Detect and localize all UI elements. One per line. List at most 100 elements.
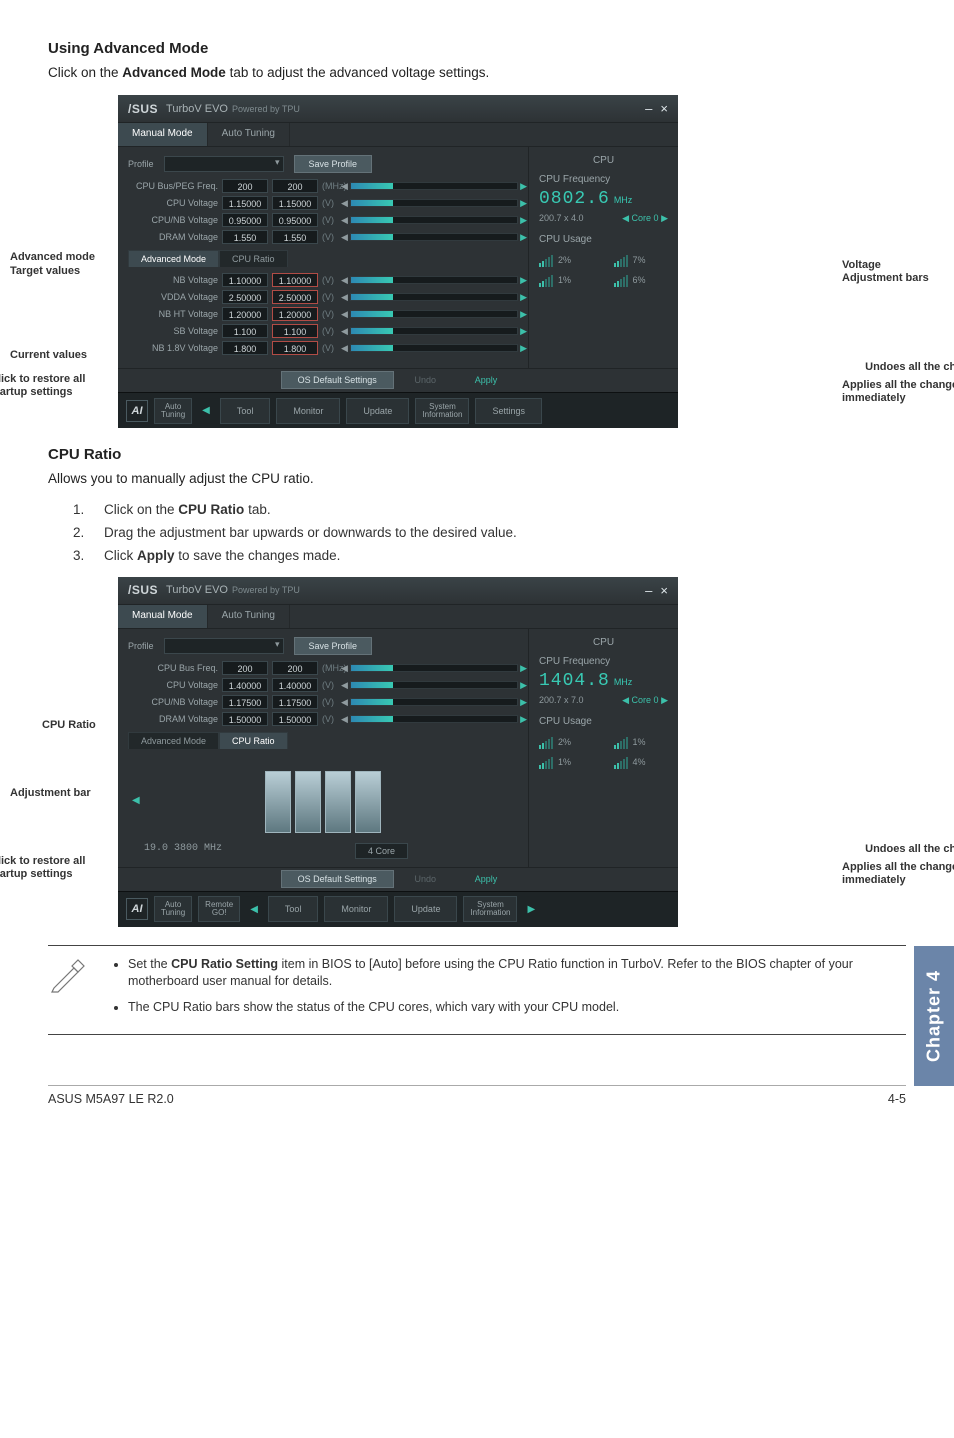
- param-target[interactable]: 1.20000: [272, 307, 318, 321]
- minimize-button[interactable]: –: [645, 101, 652, 116]
- param-target[interactable]: 1.550: [272, 230, 318, 244]
- param-target[interactable]: 200: [272, 179, 318, 193]
- intro-advanced: Click on the Advanced Mode tab to adjust…: [48, 63, 906, 83]
- param-target[interactable]: 1.10000: [272, 273, 318, 287]
- nav-remote-go[interactable]: Remote GO!: [198, 896, 240, 922]
- usage-cell: 1%: [539, 755, 594, 769]
- usage-cell: 4%: [614, 755, 669, 769]
- heading-cpu-ratio: CPU Ratio: [48, 446, 906, 463]
- param-name: NB Voltage: [128, 275, 218, 285]
- nav-settings[interactable]: Settings: [475, 398, 542, 424]
- apply-button[interactable]: Apply: [457, 871, 516, 887]
- nav-auto-tuning[interactable]: Auto Tuning: [154, 896, 192, 922]
- close-button[interactable]: ×: [660, 583, 668, 598]
- tab-manual-mode[interactable]: Manual Mode: [118, 123, 208, 146]
- nav-tool[interactable]: Tool: [268, 896, 319, 922]
- os-default-button[interactable]: OS Default Settings: [281, 870, 394, 888]
- param-current: 1.800: [222, 341, 268, 355]
- tab-manual-mode[interactable]: Manual Mode: [118, 605, 208, 628]
- nav-auto-tuning[interactable]: Auto Tuning: [154, 398, 192, 424]
- param-slider[interactable]: ◀▶: [350, 233, 518, 241]
- cpu-freq-unit: MHz: [614, 677, 633, 687]
- param-target[interactable]: 2.50000: [272, 290, 318, 304]
- subtab-advanced-mode[interactable]: Advanced Mode: [128, 250, 219, 267]
- nav-prev-icon[interactable]: ◀: [198, 405, 214, 416]
- param-current: 1.17500: [222, 695, 268, 709]
- cpu-usage-label: CPU Usage: [539, 234, 668, 245]
- step-2: Drag the adjustment bar upwards or downw…: [88, 525, 906, 540]
- tab-auto-tuning[interactable]: Auto Tuning: [208, 605, 290, 628]
- nav-update[interactable]: Update: [394, 896, 457, 922]
- text-bold: CPU Ratio: [178, 502, 244, 517]
- usage-cell: 1%: [614, 735, 669, 749]
- minimize-button[interactable]: –: [645, 583, 652, 598]
- subtab-advanced-mode[interactable]: Advanced Mode: [128, 732, 219, 749]
- param-row: NB HT Voltage1.200001.20000(V)◀▶: [128, 307, 518, 321]
- label-applies-2: Applies all the changes immediately: [842, 861, 954, 887]
- tab-auto-tuning[interactable]: Auto Tuning: [208, 123, 290, 146]
- param-name: CPU Bus Freq.: [128, 663, 218, 673]
- text: to save the changes made.: [175, 548, 341, 563]
- param-slider[interactable]: ◀▶: [350, 310, 518, 318]
- param-slider[interactable]: ◀▶: [350, 199, 518, 207]
- nav-system-information[interactable]: System Information: [463, 896, 517, 922]
- subtab-cpu-ratio[interactable]: CPU Ratio: [219, 732, 288, 749]
- param-slider[interactable]: ◀▶: [350, 681, 518, 689]
- undo-button[interactable]: Undo: [397, 871, 455, 887]
- param-row: CPU Bus/PEG Freq.200200(MHz)◀▶: [128, 179, 518, 193]
- app-title: TurboV EVO: [166, 584, 228, 596]
- ratio-value: 19.0: [144, 843, 168, 854]
- param-current: 0.95000: [222, 213, 268, 227]
- os-default-button[interactable]: OS Default Settings: [281, 371, 394, 389]
- param-target[interactable]: 1.100: [272, 324, 318, 338]
- param-slider[interactable]: ◀▶: [350, 344, 518, 352]
- save-profile-button[interactable]: Save Profile: [294, 155, 373, 173]
- heading-advanced: Using Advanced Mode: [48, 40, 906, 57]
- param-slider[interactable]: ◀▶: [350, 327, 518, 335]
- param-slider[interactable]: ◀▶: [350, 293, 518, 301]
- ratio-core-label: 4 Core: [355, 843, 408, 859]
- label-adjustment-bar: Adjustment bar: [10, 787, 91, 800]
- nav-system-information[interactable]: System Information: [415, 398, 469, 424]
- nav-tool[interactable]: Tool: [220, 398, 271, 424]
- param-slider[interactable]: ◀▶: [350, 182, 518, 190]
- undo-button[interactable]: Undo: [397, 372, 455, 388]
- app-title: TurboV EVO: [166, 103, 228, 115]
- param-slider[interactable]: ◀▶: [350, 216, 518, 224]
- param-target[interactable]: 1.40000: [272, 678, 318, 692]
- profile-dropdown[interactable]: [164, 638, 284, 654]
- ratio-prev-icon[interactable]: ◀: [132, 795, 140, 806]
- param-slider[interactable]: ◀▶: [350, 664, 518, 672]
- param-target[interactable]: 1.17500: [272, 695, 318, 709]
- param-target[interactable]: 1.15000: [272, 196, 318, 210]
- profile-dropdown[interactable]: [164, 156, 284, 172]
- param-target[interactable]: 200: [272, 661, 318, 675]
- cpu-core-indicator[interactable]: Core 0: [632, 695, 659, 705]
- param-slider[interactable]: ◀▶: [350, 698, 518, 706]
- ratio-bars[interactable]: [138, 763, 508, 833]
- label-click-restore: Click to restore all startup settings: [0, 373, 110, 399]
- app-subtitle: Powered by TPU: [232, 585, 300, 595]
- save-profile-button[interactable]: Save Profile: [294, 637, 373, 655]
- param-row: CPU Voltage1.400001.40000(V)◀▶: [128, 678, 518, 692]
- param-target[interactable]: 1.50000: [272, 712, 318, 726]
- param-slider[interactable]: ◀▶: [350, 715, 518, 723]
- param-target[interactable]: 1.800: [272, 341, 318, 355]
- param-current: 200: [222, 179, 268, 193]
- param-current: 1.50000: [222, 712, 268, 726]
- param-slider[interactable]: ◀▶: [350, 276, 518, 284]
- cpu-core-indicator[interactable]: Core 0: [632, 213, 659, 223]
- close-button[interactable]: ×: [660, 101, 668, 116]
- nav-update[interactable]: Update: [346, 398, 409, 424]
- apply-button[interactable]: Apply: [457, 372, 516, 388]
- nav-monitor[interactable]: Monitor: [276, 398, 340, 424]
- subtab-cpu-ratio[interactable]: CPU Ratio: [219, 250, 288, 267]
- nav-monitor[interactable]: Monitor: [324, 896, 388, 922]
- label-target-values: Target values: [10, 265, 80, 278]
- nav-prev-icon[interactable]: ◀: [246, 904, 262, 915]
- param-target[interactable]: 0.95000: [272, 213, 318, 227]
- nav-next-icon[interactable]: ▶: [523, 904, 539, 915]
- cpu-freq-mult: 200.7 x 7.0: [539, 695, 584, 706]
- param-current: 1.10000: [222, 273, 268, 287]
- param-name: CPU/NB Voltage: [128, 215, 218, 225]
